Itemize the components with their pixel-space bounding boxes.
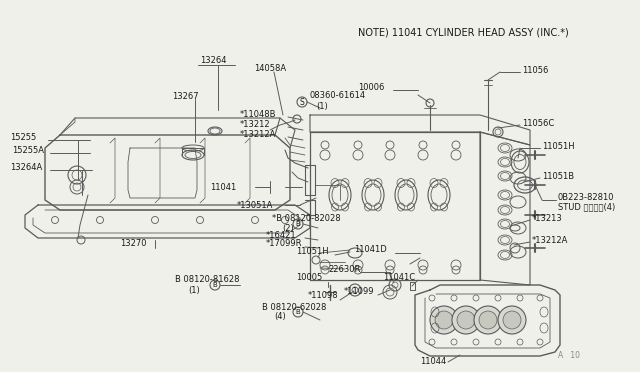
Text: 11056C: 11056C bbox=[522, 119, 554, 128]
Circle shape bbox=[474, 306, 502, 334]
Text: 11041D: 11041D bbox=[354, 246, 387, 254]
Text: 15255A: 15255A bbox=[12, 145, 44, 154]
Text: STUD スタッド(4): STUD スタッド(4) bbox=[558, 202, 615, 212]
Text: 10006: 10006 bbox=[358, 83, 385, 92]
Text: *17099R: *17099R bbox=[266, 240, 303, 248]
Text: *13212: *13212 bbox=[240, 119, 271, 128]
Text: S: S bbox=[300, 97, 305, 106]
Text: *11099: *11099 bbox=[344, 288, 374, 296]
Text: *16421: *16421 bbox=[266, 231, 296, 240]
Text: 08360-61614: 08360-61614 bbox=[310, 90, 366, 99]
Text: 11051H: 11051H bbox=[296, 247, 328, 257]
Text: 11044: 11044 bbox=[420, 357, 446, 366]
Circle shape bbox=[503, 311, 521, 329]
Text: 13264A: 13264A bbox=[10, 163, 42, 171]
Text: (4): (4) bbox=[274, 312, 285, 321]
Circle shape bbox=[430, 306, 458, 334]
Circle shape bbox=[479, 311, 497, 329]
Text: (1): (1) bbox=[188, 286, 200, 295]
Text: 11056: 11056 bbox=[522, 65, 548, 74]
Text: *13212A: *13212A bbox=[240, 129, 276, 138]
Text: 15255: 15255 bbox=[10, 132, 36, 141]
Text: NOTE) 11041 CYLINDER HEAD ASSY (INC.*): NOTE) 11041 CYLINDER HEAD ASSY (INC.*) bbox=[358, 27, 569, 37]
Text: *B 08120-82028: *B 08120-82028 bbox=[272, 214, 340, 222]
Text: 11041C: 11041C bbox=[383, 273, 415, 282]
Text: *13212A: *13212A bbox=[532, 235, 568, 244]
Text: 13270: 13270 bbox=[120, 240, 147, 248]
Text: 14058A: 14058A bbox=[254, 64, 286, 73]
Circle shape bbox=[457, 311, 475, 329]
Circle shape bbox=[452, 306, 480, 334]
Text: 0B223-82810: 0B223-82810 bbox=[558, 192, 614, 202]
Text: 13267: 13267 bbox=[172, 92, 198, 100]
Text: (2): (2) bbox=[282, 224, 294, 232]
Text: B 08120-81628: B 08120-81628 bbox=[175, 276, 239, 285]
Text: B: B bbox=[296, 309, 300, 315]
Circle shape bbox=[435, 311, 453, 329]
Text: 10005: 10005 bbox=[296, 273, 323, 282]
Circle shape bbox=[498, 306, 526, 334]
Text: 11041: 11041 bbox=[210, 183, 236, 192]
Text: A   10: A 10 bbox=[558, 350, 580, 359]
Text: *11098: *11098 bbox=[308, 292, 339, 301]
Text: B: B bbox=[296, 221, 300, 227]
Text: *13051A: *13051A bbox=[237, 201, 273, 209]
Text: 11051H: 11051H bbox=[542, 141, 575, 151]
Text: B: B bbox=[212, 282, 218, 288]
Text: (1): (1) bbox=[316, 102, 328, 110]
Text: 22630R: 22630R bbox=[328, 264, 360, 273]
Text: *13213: *13213 bbox=[532, 214, 563, 222]
Text: *11048B: *11048B bbox=[240, 109, 276, 119]
Text: 11051B: 11051B bbox=[542, 171, 574, 180]
Text: B 08120-62028: B 08120-62028 bbox=[262, 302, 326, 311]
Text: 13264: 13264 bbox=[200, 55, 227, 64]
